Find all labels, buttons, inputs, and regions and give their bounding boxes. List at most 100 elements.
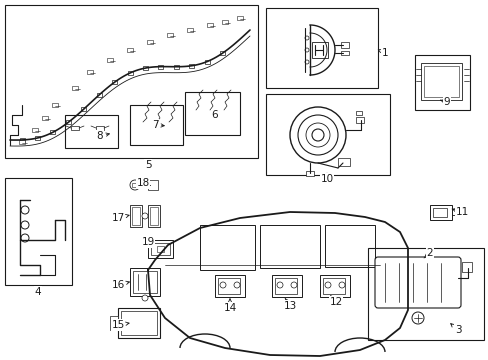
Text: 12: 12 bbox=[329, 296, 342, 307]
Bar bbox=[5, 5, 258, 158]
Text: 19: 19 bbox=[141, 237, 154, 247]
Bar bbox=[429, 205, 451, 220]
Circle shape bbox=[305, 36, 308, 40]
Text: 15: 15 bbox=[111, 320, 129, 330]
Bar bbox=[461, 262, 471, 272]
Circle shape bbox=[325, 282, 330, 288]
Bar bbox=[274, 278, 296, 294]
Bar bbox=[110, 316, 118, 330]
Bar bbox=[5, 178, 72, 285]
Text: 13: 13 bbox=[283, 298, 296, 311]
Bar bbox=[87, 70, 93, 74]
Bar bbox=[150, 207, 158, 225]
Bar bbox=[305, 171, 313, 176]
Bar bbox=[271, 275, 302, 297]
Circle shape bbox=[305, 48, 308, 52]
Bar bbox=[337, 158, 349, 166]
Bar bbox=[218, 278, 240, 294]
Bar bbox=[260, 225, 319, 268]
Bar bbox=[96, 126, 104, 130]
Text: 5: 5 bbox=[144, 160, 151, 170]
Bar bbox=[20, 138, 24, 142]
Bar bbox=[200, 225, 254, 270]
Text: 14: 14 bbox=[223, 299, 236, 313]
Bar bbox=[71, 126, 79, 130]
Text: 8: 8 bbox=[97, 131, 109, 141]
Text: 17: 17 bbox=[111, 213, 129, 223]
Bar bbox=[35, 136, 40, 140]
Bar bbox=[184, 92, 240, 135]
Bar bbox=[420, 63, 461, 100]
Circle shape bbox=[290, 282, 296, 288]
Circle shape bbox=[276, 282, 283, 288]
Bar bbox=[32, 128, 38, 132]
Bar bbox=[72, 86, 78, 90]
Bar bbox=[127, 48, 133, 52]
Bar bbox=[311, 42, 327, 58]
Circle shape bbox=[21, 206, 29, 214]
Bar bbox=[147, 40, 153, 44]
Bar bbox=[367, 248, 483, 340]
Text: 7: 7 bbox=[151, 120, 164, 130]
Bar bbox=[130, 205, 142, 227]
FancyBboxPatch shape bbox=[374, 257, 460, 308]
Text: 3: 3 bbox=[450, 324, 460, 335]
Bar bbox=[167, 33, 173, 37]
Bar bbox=[189, 64, 194, 68]
Circle shape bbox=[142, 295, 148, 301]
Bar bbox=[432, 208, 446, 217]
Bar bbox=[414, 55, 469, 110]
Circle shape bbox=[21, 234, 29, 242]
Bar bbox=[107, 58, 113, 62]
Bar bbox=[66, 120, 71, 124]
Bar bbox=[130, 268, 160, 296]
Circle shape bbox=[130, 180, 140, 190]
Bar bbox=[222, 20, 227, 24]
Text: 18: 18 bbox=[136, 178, 149, 188]
Text: 11: 11 bbox=[451, 207, 468, 217]
Bar bbox=[186, 28, 193, 32]
Text: 9: 9 bbox=[440, 97, 449, 107]
Bar bbox=[265, 8, 377, 88]
Bar bbox=[148, 240, 173, 258]
Text: 4: 4 bbox=[35, 287, 41, 297]
Bar bbox=[19, 140, 25, 144]
Bar bbox=[204, 59, 209, 64]
Bar bbox=[220, 51, 224, 55]
Bar bbox=[112, 80, 117, 84]
Bar bbox=[118, 308, 160, 338]
Bar bbox=[132, 183, 138, 187]
Bar bbox=[355, 117, 363, 123]
Bar bbox=[423, 66, 458, 97]
Circle shape bbox=[305, 60, 308, 64]
Bar bbox=[133, 271, 157, 293]
Bar bbox=[340, 42, 348, 48]
Bar bbox=[121, 311, 157, 335]
Bar bbox=[50, 130, 55, 134]
Text: 6: 6 bbox=[211, 110, 218, 120]
Bar bbox=[265, 94, 389, 175]
Bar bbox=[237, 16, 243, 20]
Circle shape bbox=[21, 221, 29, 229]
Bar bbox=[158, 65, 163, 69]
Text: 16: 16 bbox=[111, 280, 129, 290]
Bar bbox=[42, 116, 48, 120]
Bar bbox=[340, 51, 348, 55]
Circle shape bbox=[338, 282, 345, 288]
Circle shape bbox=[234, 282, 240, 288]
Bar bbox=[151, 243, 170, 255]
Bar bbox=[157, 246, 163, 252]
Bar bbox=[173, 65, 179, 69]
Bar bbox=[206, 23, 213, 27]
Bar bbox=[127, 71, 132, 75]
Bar bbox=[319, 275, 349, 297]
Bar bbox=[65, 115, 118, 148]
Bar bbox=[130, 105, 183, 145]
Text: 2: 2 bbox=[423, 248, 432, 258]
Text: 1: 1 bbox=[378, 48, 387, 58]
Bar bbox=[52, 103, 58, 107]
Bar bbox=[355, 111, 361, 115]
Bar bbox=[148, 205, 160, 227]
Bar bbox=[323, 278, 345, 294]
Bar bbox=[215, 275, 244, 297]
